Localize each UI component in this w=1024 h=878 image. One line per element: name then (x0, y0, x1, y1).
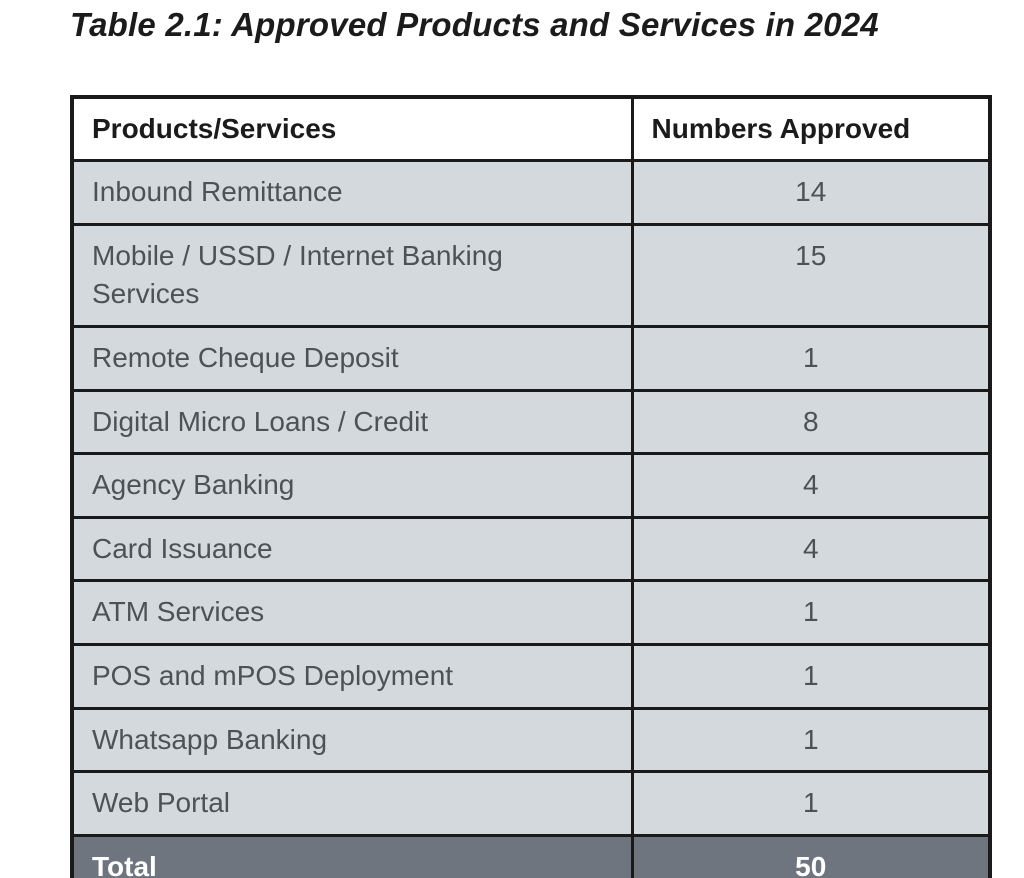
total-label: Total (70, 833, 634, 878)
product-service-cell: Web Portal (70, 770, 634, 837)
numbers-approved-cell: 1 (630, 324, 992, 392)
col-header-numbers-approved: Numbers Approved (630, 95, 992, 162)
total-row: Total 50 (70, 833, 992, 878)
table-row: Whatsapp Banking 1 (70, 706, 992, 774)
numbers-approved-cell: 14 (630, 159, 992, 226)
numbers-approved-cell: 1 (630, 770, 992, 837)
numbers-approved-cell: 8 (630, 388, 992, 456)
table-row: Mobile / USSD / Internet Banking Service… (70, 222, 992, 328)
product-service-cell: ATM Services (70, 579, 634, 646)
numbers-approved-cell: 1 (630, 643, 992, 710)
numbers-approved-cell: 1 (630, 579, 992, 646)
table-row: ATM Services 1 (70, 579, 992, 646)
product-service-cell: POS and mPOS Deployment (70, 643, 634, 710)
table-row: Digital Micro Loans / Credit 8 (70, 388, 992, 456)
product-service-cell: Agency Banking (70, 452, 634, 519)
product-service-cell: Whatsapp Banking (70, 706, 634, 774)
total-value: 50 (630, 833, 992, 878)
table-row: Remote Cheque Deposit 1 (70, 324, 992, 392)
approved-products-table: Products/Services Numbers Approved Inbou… (70, 95, 992, 878)
table-row: Card Issuance 4 (70, 515, 992, 583)
numbers-approved-cell: 15 (630, 222, 992, 328)
table-row: Web Portal 1 (70, 770, 992, 837)
product-service-cell: Inbound Remittance (70, 159, 634, 226)
product-service-cell: Digital Micro Loans / Credit (70, 388, 634, 456)
table-row: Agency Banking 4 (70, 452, 992, 519)
numbers-approved-cell: 4 (630, 515, 992, 583)
numbers-approved-cell: 1 (630, 706, 992, 774)
header-row: Products/Services Numbers Approved (70, 95, 992, 162)
table-row: POS and mPOS Deployment 1 (70, 643, 992, 710)
table-caption: Table 2.1: Approved Products and Service… (70, 6, 879, 43)
col-header-products-services: Products/Services (70, 95, 634, 162)
table-row: Inbound Remittance 14 (70, 159, 992, 226)
product-service-cell: Card Issuance (70, 515, 634, 583)
product-service-cell: Remote Cheque Deposit (70, 324, 634, 392)
product-service-cell: Mobile / USSD / Internet Banking Service… (70, 222, 634, 328)
numbers-approved-cell: 4 (630, 452, 992, 519)
